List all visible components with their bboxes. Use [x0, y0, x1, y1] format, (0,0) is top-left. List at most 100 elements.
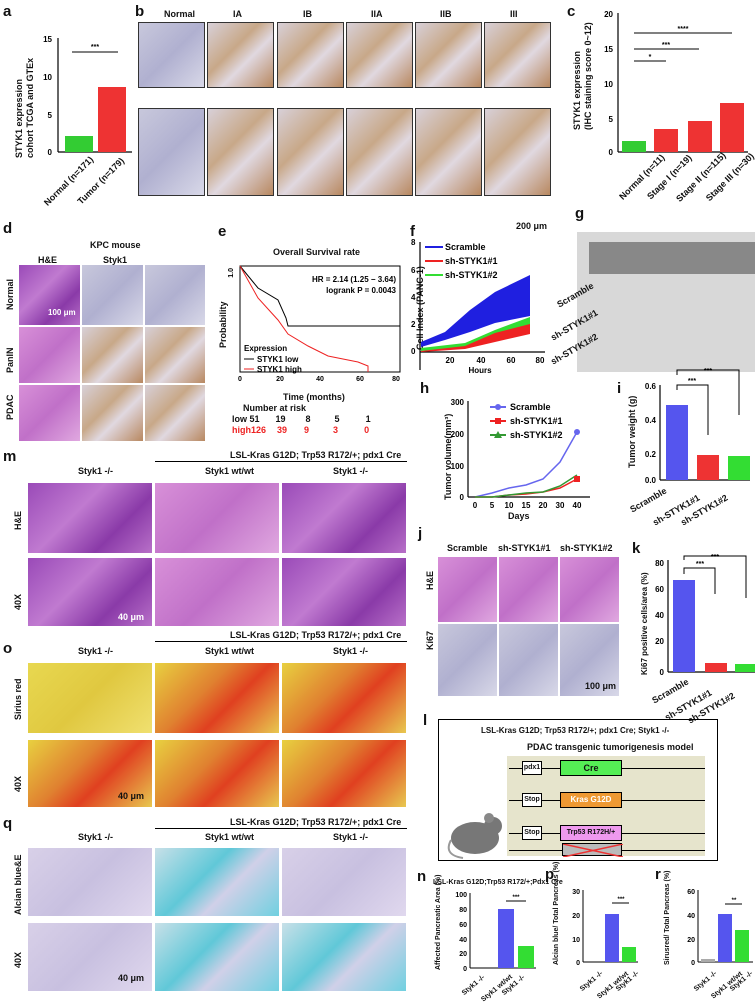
panel-o-col2: Styk1 -/-: [333, 646, 369, 656]
svg-text:sh-STYK1#2: sh-STYK1#2: [445, 270, 498, 280]
j-he-1: [499, 557, 558, 622]
svg-text:0: 0: [473, 501, 478, 510]
svg-text:***: ***: [696, 561, 704, 568]
panel-j-scale: 100 μm: [585, 681, 617, 691]
stop-box-1: Stop: [522, 793, 542, 807]
svg-text:0: 0: [660, 668, 665, 675]
panel-n-x0: Styk1 -/-: [460, 974, 487, 997]
svg-text:20: 20: [655, 637, 664, 646]
j-he-2: [560, 557, 619, 622]
divider: [155, 828, 407, 829]
panel-label-c: c: [567, 3, 576, 20]
panel-c-chart: 20 15 10 5 0 * *** ****: [604, 10, 748, 155]
panel-q-col0: Styk1 -/-: [78, 832, 114, 842]
svg-text:**: **: [732, 898, 737, 904]
svg-text:60: 60: [655, 585, 664, 594]
svg-text:80: 80: [392, 376, 400, 383]
j-he-0: [438, 557, 497, 622]
svg-text:0.6: 0.6: [645, 382, 657, 391]
svg-text:20: 20: [276, 376, 284, 383]
svg-text:40: 40: [477, 356, 486, 365]
svg-text:20: 20: [459, 951, 467, 958]
panel-j-col0: Scramble: [447, 543, 488, 553]
panel-e-chart: 1.0 HR = 2.14 (1.25 − 3.64) logrank P = …: [228, 265, 401, 383]
svg-text:0: 0: [48, 148, 53, 157]
o-40x-2: [282, 740, 406, 807]
svg-text:20: 20: [539, 501, 548, 510]
panel-p-chart: 30 20 10 0 ***: [572, 889, 638, 965]
j-ki67-2: [560, 624, 619, 696]
pdx1-box: pdx1: [522, 761, 542, 775]
svg-text:60: 60: [459, 922, 467, 929]
j-ki67-0: [438, 624, 497, 696]
panel-o-scale: 40 μm: [118, 791, 145, 801]
svg-text:logrank P = 0.0043: logrank P = 0.0043: [326, 286, 396, 295]
q-ab-0: [28, 848, 152, 916]
svg-text:100: 100: [451, 462, 465, 471]
panel-d-row-pdac: PDAC: [5, 394, 15, 420]
panel-j-row1: Ki67: [425, 630, 435, 650]
svg-text:5: 5: [48, 111, 53, 120]
ihc-iia-high: [346, 108, 413, 196]
m-he-0: [28, 483, 152, 553]
panel-l-title: PDAC transgenic tumorigenesis model: [527, 742, 694, 752]
svg-text:40: 40: [316, 376, 324, 383]
panel-q-col1: Styk1 wt/wt: [205, 832, 255, 842]
stage-iia: IIA: [371, 9, 383, 19]
d-styk1-pdac-zoom: [145, 385, 205, 441]
o-sr-1: [155, 663, 279, 733]
panel-r-chart: 60 40 20 0 **: [687, 889, 753, 965]
panel-m-genotype: LSL-Kras G12D; Trp53 R172/+; pdx1 Cre: [230, 450, 402, 460]
d-he-panin: [19, 327, 80, 383]
panel-o-row0: Sirius red: [13, 678, 23, 720]
svg-text:***: ***: [662, 42, 670, 49]
ruler: [589, 242, 755, 274]
svg-text:0: 0: [238, 376, 242, 383]
panel-d-col-styk1: Styk1: [103, 255, 128, 265]
svg-text:STYK1 high: STYK1 high: [257, 365, 302, 374]
panel-d-title: KPC mouse: [90, 240, 141, 250]
panel-m-row1: 40X: [13, 593, 23, 610]
panel-p-ylabel: Alcian blue/ Total Pancreas (%): [553, 861, 560, 965]
ihc-iii-low: [484, 22, 551, 88]
panel-m-col2: Styk1 -/-: [333, 466, 369, 476]
panel-label-f: f: [410, 223, 415, 240]
m-40x-1: [155, 558, 279, 626]
panel-a-ylabel: STYK1 expression cohort TCGA and GTEx: [14, 57, 35, 158]
panel-label-l: l: [423, 712, 428, 729]
j-ki67-1: [499, 624, 558, 696]
svg-text:15: 15: [604, 45, 613, 54]
d-he-pdac: [19, 385, 80, 441]
panel-r-x0: Styk1 -/-: [692, 970, 719, 993]
q-40x-1: [155, 923, 279, 991]
svg-text:10: 10: [572, 937, 580, 944]
divider: [155, 461, 407, 462]
ihc-iib-low: [415, 22, 482, 88]
stage-normal: Normal: [164, 9, 196, 19]
o-40x-1: [155, 740, 279, 807]
construct-area: pdx1 Cre Stop Kras G12D Stop Trp53 R172H…: [507, 756, 705, 858]
svg-text:40: 40: [687, 913, 695, 920]
svg-text:***: ***: [617, 897, 625, 903]
panel-label-a: a: [3, 3, 12, 20]
stop-box-2: Stop: [522, 826, 542, 840]
panel-k-ylabel: Ki67 positive cells/area (%): [640, 572, 649, 675]
svg-text:0.0: 0.0: [645, 476, 657, 485]
panel-m-scale: 40 μm: [118, 612, 145, 622]
panel-q-row1: 40X: [13, 951, 23, 968]
ihc-ib-high: [277, 108, 344, 196]
svg-text:40: 40: [655, 611, 664, 620]
svg-text:60: 60: [687, 889, 695, 896]
svg-text:0: 0: [691, 960, 695, 965]
panel-e-title: Overall Survival rate: [273, 247, 361, 257]
svg-text:40: 40: [459, 937, 467, 944]
ihc-ia-low: [207, 22, 274, 88]
panel-label-g: g: [575, 205, 585, 222]
panel-d-row-normal: Normal: [5, 278, 15, 310]
svg-text:***: ***: [704, 368, 712, 375]
panel-n-chart: 100 80 60 40 20 0 ***: [455, 892, 536, 973]
svg-text:*: *: [649, 54, 652, 61]
panel-i-chart: 0.6 0.4 0.2 0.0 *** ***: [645, 368, 750, 485]
svg-text:1.0: 1.0: [228, 268, 235, 278]
